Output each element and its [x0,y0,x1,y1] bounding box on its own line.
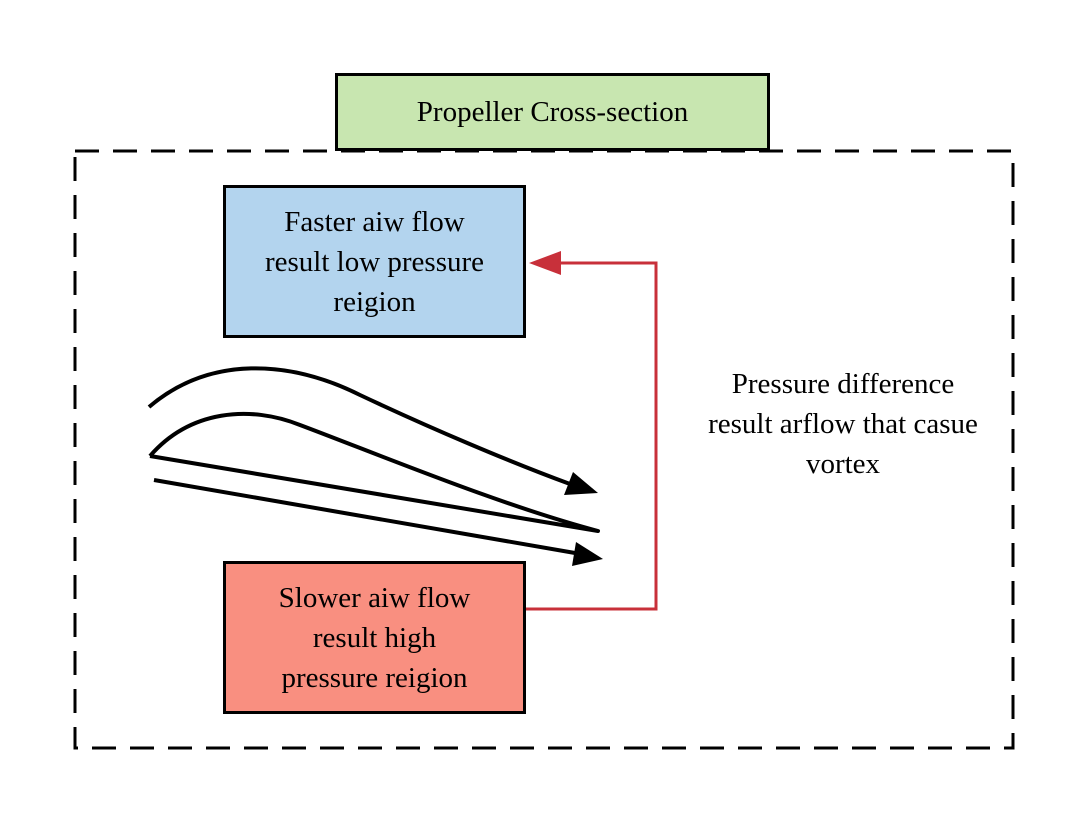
upper-flow-arrowhead-icon [564,472,598,495]
pressure-note-line-3: vortex [805,448,881,480]
slower-airflow-box: Slower aiw flow result high pressure rei… [223,561,526,714]
slower-airflow-line-3: pressure reigion [281,661,468,694]
pressure-connector-line [526,261,658,611]
slower-airflow-line-2: result high [312,621,437,654]
upper-flow-arrow-icon [147,366,571,486]
faster-airflow-line-1: Faster aiw flow [284,205,465,238]
propeller-cross-section-title-box: Propeller Cross-section [335,73,770,151]
dashed-frame [73,149,1015,750]
faster-airflow-line-2: result low pressure [264,245,485,278]
title-label: Propeller Cross-section [416,96,689,128]
pressure-note-line-2: result arflow that casue [708,408,978,440]
pressure-difference-note: Pressure difference result arflow that c… [668,364,1018,484]
faster-airflow-text: Faster aiw flow result low pressure reig… [265,202,484,322]
airfoil-shape [148,411,600,533]
faster-airflow-line-3: reigion [333,285,416,318]
slower-airflow-text: Slower aiw flow result high pressure rei… [279,578,471,698]
lower-flow-arrow-icon [153,478,576,555]
pressure-note-line-1: Pressure difference [731,368,955,400]
slower-airflow-line-1: Slower aiw flow [278,581,471,614]
lower-flow-arrowhead-icon [572,542,603,566]
pressure-connector-arrowhead-icon [529,251,561,275]
faster-airflow-box: Faster aiw flow result low pressure reig… [223,185,526,338]
